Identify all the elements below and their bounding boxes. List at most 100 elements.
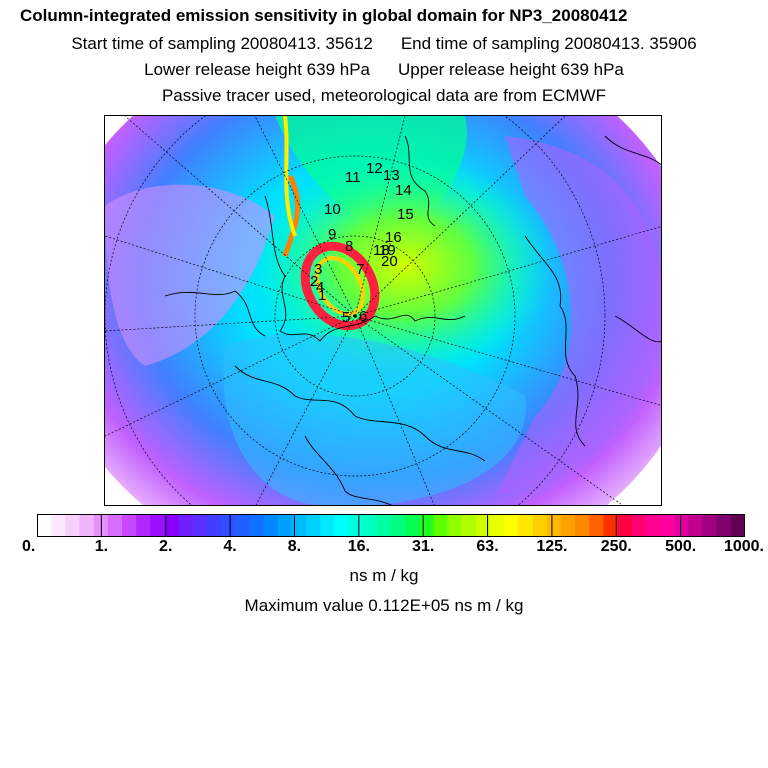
color-scale-border: [37, 514, 745, 537]
release-hotspot-inner: [315, 256, 365, 316]
color-scale-cell: [532, 514, 548, 537]
trajectory-label: 4: [316, 279, 324, 296]
map-canvas: 1 2 3 4 5 6 7 8 9 10 11 12 13 14 15 16 1…: [105, 116, 661, 505]
color-scale-cell: [730, 514, 745, 537]
color-scale-cell: [645, 514, 661, 537]
color-scale-cell: [660, 514, 675, 537]
color-scale-tick-label: 250.: [600, 538, 632, 555]
color-scale-cell: [376, 514, 392, 537]
sensitivity-map: 1 2 3 4 5 6 7 8 9 10 11 12 13 14 15 16 1…: [104, 115, 662, 506]
start-time-label: Start time of sampling 20080413. 35612: [71, 34, 373, 53]
trajectory-label: 12: [366, 160, 383, 177]
color-scale-cell: [79, 514, 95, 537]
color-scale-tick-label: 1.: [94, 538, 109, 555]
upper-height-label: Upper release height 639 hPa: [398, 60, 624, 79]
color-scale-cell: [362, 514, 378, 537]
color-scale-tick-label: 31.: [412, 538, 435, 555]
trajectory-label: 11: [345, 169, 361, 186]
color-scale-cell: [51, 514, 66, 537]
color-scale-cell: [617, 514, 633, 537]
color-scale-cell: [447, 514, 463, 537]
color-scale-cell: [291, 514, 307, 537]
trajectory-label: 8: [345, 238, 353, 255]
color-scale-cell: [674, 514, 689, 537]
color-scale-tick-label: 4.: [223, 538, 237, 555]
color-scale-cell: [575, 514, 590, 537]
field-south-sector: [223, 334, 526, 505]
color-scale-cell: [504, 514, 520, 537]
color-scale-cell: [249, 514, 265, 537]
coastlines: [164, 135, 661, 505]
color-scale-dividers: [100, 514, 682, 537]
lower-height-label: Lower release height 639 hPa: [144, 60, 370, 79]
color-scale-cell: [107, 514, 123, 537]
field-west-lobe: [105, 184, 275, 366]
color-scale-tick-label: 2.: [159, 538, 173, 555]
max-value-label: Maximum value 0.112E+05 ns m / kg: [244, 596, 524, 615]
color-scale-tick-labels: 0. 1. 2. 4. 8. 16. 31. 63. 125. 250. 500. 1000.: [0, 538, 768, 558]
color-scale-cell: [37, 514, 52, 537]
color-scale-cell: [192, 514, 208, 537]
color-scale-cell: [235, 514, 250, 537]
color-scale-tick-label: 500.: [665, 538, 697, 555]
trajectory-label: 13: [383, 167, 400, 184]
color-scale-cell: [419, 514, 435, 537]
trajectory-label: 14: [395, 182, 412, 199]
color-scale-cell: [178, 514, 194, 537]
color-scale-cell: [589, 514, 604, 537]
plot-title: Column-integrated emission sensitivity i…: [20, 6, 628, 25]
trajectory-label: 19: [379, 242, 396, 259]
color-scale-cell: [348, 514, 364, 537]
color-scale-cell: [490, 514, 505, 537]
color-scale-tick-label: 1000.: [723, 538, 764, 555]
end-time-label: End time of sampling 20080413. 35906: [400, 34, 697, 53]
units-label: ns m / kg: [349, 566, 419, 585]
color-scale-cell: [221, 514, 236, 537]
graticule: [105, 116, 661, 505]
color-scale-cell: [405, 514, 420, 537]
color-scale-cell: [631, 514, 647, 537]
color-scale-cell: [65, 514, 81, 537]
color-scale-cell: [433, 514, 449, 537]
trajectory-label: 10: [324, 201, 341, 218]
color-scale-cell: [546, 514, 562, 537]
north-streak: [283, 116, 297, 237]
tracer-note: Passive tracer used, meteorological data…: [161, 86, 607, 105]
color-scale-cell: [518, 514, 534, 537]
trajectory-label: 7: [356, 261, 364, 278]
color-scale-cell: [716, 514, 732, 537]
trajectory-label: 6: [359, 308, 367, 325]
color-scale-tick-label: 8.: [287, 538, 302, 555]
color-scale-cell: [263, 514, 279, 537]
color-scale-tick-label: 16.: [347, 538, 370, 555]
sampling-time-line: Start time of sampling 20080413. 35612 En…: [0, 34, 768, 54]
color-scale-cell: [461, 514, 477, 537]
field-east-lobe: [495, 136, 661, 496]
color-scale-cells: [37, 514, 745, 537]
color-scale-bar: [37, 514, 745, 537]
trajectory-label: 3: [314, 261, 322, 278]
color-scale-tick-label: 63.: [476, 538, 499, 555]
color-scale-cell: [560, 514, 576, 537]
color-scale-cell: [206, 514, 222, 537]
release-height-line: Lower release height 639 hPa Upper releas…: [0, 60, 768, 80]
trajectory-label: 1: [318, 287, 326, 304]
color-scale-cell: [320, 514, 335, 537]
color-scale-cell: [306, 514, 321, 537]
color-scale-cell: [702, 514, 718, 537]
trajectory-label: 5: [342, 309, 350, 326]
trajectory-label: 18: [373, 242, 390, 259]
color-scale-cell: [688, 514, 704, 537]
trajectory-label: 15: [397, 206, 414, 223]
color-scale-tick-label: 125.: [536, 538, 568, 555]
color-scale-tick-label: 0.: [22, 538, 36, 555]
trajectory-label: 9: [328, 226, 336, 243]
color-scale-cell: [475, 514, 491, 537]
color-scale-cell: [164, 514, 180, 537]
color-scale-cell: [334, 514, 350, 537]
color-scale-cell: [136, 514, 151, 537]
color-scale-cell: [277, 514, 293, 537]
color-scale-cell: [603, 514, 619, 537]
color-scale-cell: [150, 514, 166, 537]
color-scale-cell: [391, 514, 406, 537]
